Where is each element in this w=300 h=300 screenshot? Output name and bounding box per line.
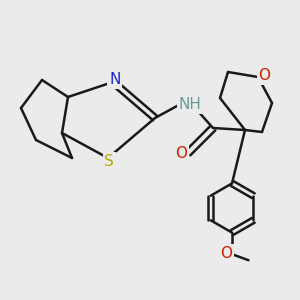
Text: S: S: [104, 154, 114, 169]
Text: NH: NH: [179, 97, 202, 112]
Text: O: O: [259, 68, 271, 83]
Text: N: N: [109, 72, 121, 87]
Text: O: O: [220, 246, 232, 261]
Text: O: O: [176, 146, 188, 160]
